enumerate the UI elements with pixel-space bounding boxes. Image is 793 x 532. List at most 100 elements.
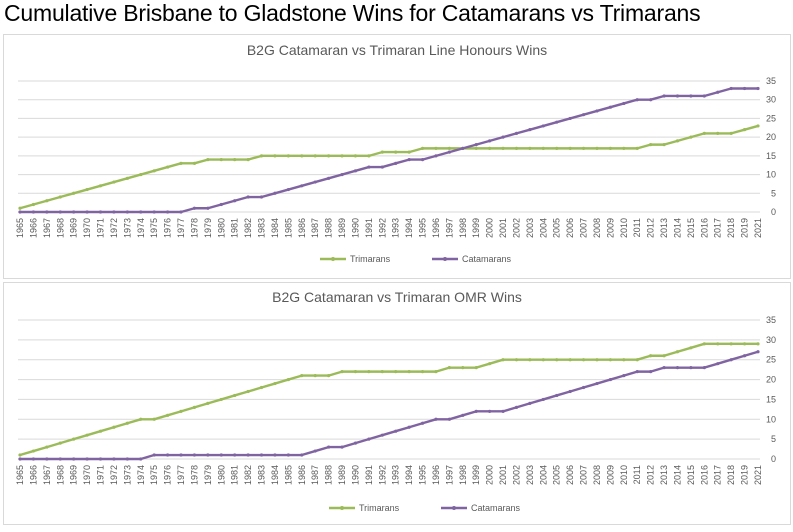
data-point-catamarans [233, 199, 237, 203]
data-point-trimarans [300, 154, 304, 158]
data-point-catamarans [541, 397, 545, 402]
data-point-trimarans [313, 374, 317, 378]
x-tick-label: 2002 [511, 218, 521, 238]
data-point-trimarans [461, 366, 465, 370]
data-point-catamarans [18, 210, 22, 214]
data-point-trimarans [662, 354, 666, 358]
legend-marker [340, 506, 344, 510]
x-tick-label: 1981 [230, 465, 240, 485]
data-point-trimarans [595, 358, 599, 362]
data-point-catamarans [474, 143, 478, 147]
data-point-trimarans [675, 139, 680, 143]
data-point-trimarans [367, 370, 371, 374]
data-point-catamarans [595, 109, 599, 113]
x-tick-label: 1992 [377, 465, 387, 485]
x-tick-label: 2005 [552, 465, 562, 485]
data-point-trimarans [702, 131, 706, 135]
x-tick-label: 1993 [391, 218, 401, 238]
data-point-trimarans [112, 180, 116, 184]
data-point-catamarans [541, 124, 545, 128]
x-tick-label: 1975 [149, 465, 159, 485]
data-point-catamarans [31, 457, 36, 461]
data-point-trimarans [45, 445, 49, 449]
data-point-catamarans [514, 405, 519, 409]
data-point-catamarans [125, 457, 129, 461]
data-point-catamarans [18, 457, 22, 461]
x-tick-label: 1973 [122, 465, 132, 485]
data-point-trimarans [166, 165, 170, 169]
data-point-trimarans [139, 417, 143, 421]
x-tick-label: 1997 [444, 465, 454, 485]
x-tick-label: 1987 [310, 218, 320, 238]
data-point-trimarans [447, 146, 451, 150]
x-tick-label: 1968 [55, 218, 65, 238]
data-point-trimarans [474, 366, 478, 370]
data-point-catamarans [353, 169, 358, 173]
data-point-catamarans [380, 165, 384, 169]
y-tick-label: 15 [766, 151, 776, 161]
data-point-catamarans [742, 354, 747, 358]
y-tick-label: 25 [766, 113, 776, 123]
series-line-trimarans [19, 342, 758, 457]
x-tick-label: 1984 [270, 218, 280, 238]
data-point-trimarans [689, 346, 693, 350]
x-tick-label: 1973 [122, 218, 132, 238]
x-tick-label: 2002 [511, 465, 521, 485]
data-point-trimarans [568, 358, 572, 362]
data-point-catamarans [246, 453, 250, 457]
data-point-trimarans [300, 374, 304, 378]
data-point-trimarans [568, 146, 572, 150]
data-point-catamarans [286, 453, 290, 457]
data-point-catamarans [72, 210, 76, 214]
x-tick-label: 1976 [163, 218, 173, 238]
x-tick-label: 1974 [136, 465, 146, 485]
y-tick-label: 10 [766, 414, 776, 424]
data-point-trimarans [420, 146, 425, 150]
data-point-trimarans [233, 393, 237, 398]
data-point-catamarans [608, 105, 613, 109]
x-tick-label: 1970 [82, 218, 92, 238]
data-point-trimarans [259, 154, 264, 158]
x-tick-label: 1967 [42, 218, 52, 238]
data-point-trimarans [31, 449, 36, 453]
line-honours-chart-panel: B2G Catamaran vs Trimaran Line Honours W… [3, 34, 791, 279]
data-point-trimarans [206, 401, 210, 405]
data-point-trimarans [474, 146, 478, 150]
data-point-trimarans [581, 146, 586, 150]
x-tick-label: 2021 [753, 218, 763, 238]
x-tick-label: 1997 [444, 218, 454, 238]
series-line-trimarans [19, 124, 759, 210]
y-tick-label: 15 [766, 394, 776, 404]
data-point-catamarans [58, 210, 62, 214]
data-point-catamarans [152, 453, 156, 457]
x-tick-label: 1980 [216, 465, 226, 485]
line-honours-chart: B2G Catamaran vs Trimaran Line Honours W… [15, 42, 776, 264]
x-tick-label: 2012 [646, 465, 656, 485]
data-point-catamarans [179, 210, 183, 214]
x-tick-label: 1998 [458, 465, 468, 485]
data-point-catamarans [45, 210, 49, 214]
data-point-catamarans [192, 206, 197, 210]
data-point-catamarans [313, 180, 317, 184]
x-tick-label: 1975 [149, 218, 159, 238]
data-point-trimarans [340, 370, 344, 374]
x-tick-label: 2012 [646, 218, 656, 238]
y-tick-label: 0 [771, 454, 776, 464]
data-point-trimarans [716, 131, 720, 135]
x-tick-label: 2009 [605, 465, 615, 485]
data-point-catamarans [742, 86, 747, 91]
x-tick-label: 1965 [15, 218, 25, 238]
data-point-trimarans [394, 370, 398, 374]
x-tick-label: 1984 [270, 465, 280, 485]
data-point-trimarans [139, 172, 143, 177]
data-point-trimarans [206, 158, 210, 162]
data-point-catamarans [313, 449, 317, 453]
chart-title: B2G Catamaran vs Trimaran OMR Wins [272, 289, 522, 305]
data-point-catamarans [259, 453, 264, 457]
x-tick-label: 2008 [592, 218, 602, 238]
data-point-trimarans [353, 154, 358, 158]
data-point-trimarans [179, 409, 183, 413]
data-point-catamarans [581, 385, 586, 390]
data-point-trimarans [85, 433, 89, 437]
data-point-trimarans [219, 397, 223, 402]
